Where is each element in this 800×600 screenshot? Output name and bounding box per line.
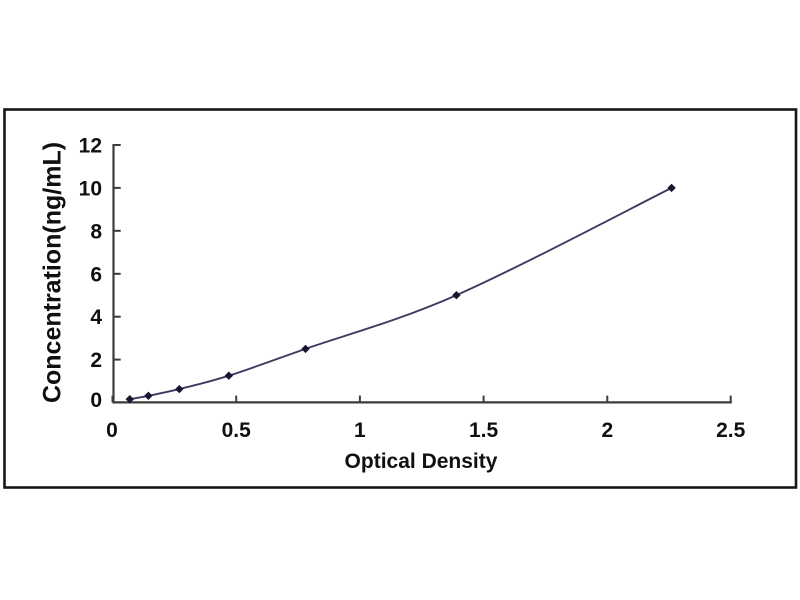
- svg-text:0.5: 0.5: [222, 419, 252, 442]
- svg-text:10: 10: [79, 177, 102, 200]
- svg-text:Concentration(ng/mL): Concentration(ng/mL): [39, 142, 67, 403]
- svg-text:8: 8: [90, 220, 102, 243]
- svg-text:0: 0: [90, 389, 102, 412]
- svg-text:0: 0: [106, 419, 118, 442]
- svg-text:2.5: 2.5: [716, 419, 746, 442]
- svg-text:4: 4: [90, 306, 102, 329]
- svg-text:12: 12: [79, 135, 102, 158]
- svg-text:2: 2: [601, 419, 613, 442]
- svg-text:1.5: 1.5: [469, 419, 499, 442]
- svg-text:2: 2: [90, 349, 102, 372]
- svg-text:Optical Density: Optical Density: [345, 450, 498, 473]
- svg-text:1: 1: [354, 419, 366, 442]
- svg-text:6: 6: [90, 263, 102, 286]
